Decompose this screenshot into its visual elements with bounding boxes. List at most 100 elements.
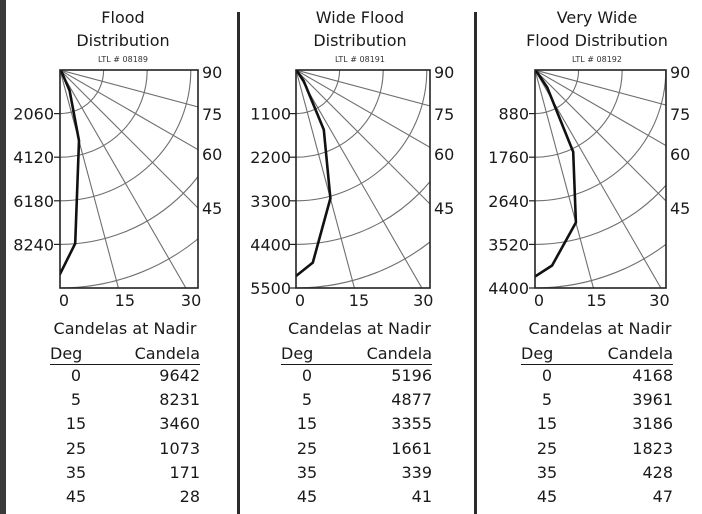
x-tick-label: 30 (181, 291, 201, 310)
y-tick-label: 6180 (13, 192, 54, 211)
y-tick-label: 2060 (13, 105, 54, 124)
table-row: 45 28 (50, 487, 200, 509)
cell-deg: 35 (65, 462, 87, 482)
y-tick-label: 2200 (250, 148, 291, 167)
table-row: 0 9642 (50, 366, 200, 388)
chart-title-line: Flood (101, 8, 145, 27)
y-tick-label: 4400 (488, 279, 529, 298)
header-candela: Candela (134, 344, 200, 363)
grid-angle-line (535, 70, 666, 106)
cell-deg: 15 (65, 414, 87, 434)
grid-angle-line (60, 70, 198, 209)
plot-frame (59, 69, 199, 289)
angle-tick-label: 60 (202, 145, 222, 164)
cell-candela: 28 (179, 487, 200, 506)
y-tick-label: 3300 (250, 192, 291, 211)
y-tick-label: 5500 (250, 279, 291, 298)
cell-deg: 45 (536, 487, 558, 506)
table-row: 0 5196 (281, 366, 432, 388)
cell-candela: 3460 (159, 414, 200, 434)
x-tick-label: 15 (115, 291, 135, 310)
chart-title-line: Wide Flood (315, 8, 405, 27)
angle-tick-label: 45 (434, 199, 454, 218)
table-row: 5 8231 (50, 390, 200, 412)
cell-candela: 428 (642, 462, 673, 482)
grid-angle-line (296, 70, 430, 205)
ltl-number: LTL # 08191 (335, 55, 385, 64)
angle-tick-label: 90 (670, 63, 690, 82)
cell-candela: 3355 (391, 414, 432, 434)
cell-deg: 25 (65, 438, 87, 458)
x-tick-label: 30 (413, 291, 433, 310)
chart-title-line: Very Wide (556, 8, 638, 27)
angle-tick-label: 75 (202, 105, 222, 124)
cell-deg: 0 (70, 366, 82, 385)
grid-angle-line (60, 70, 198, 151)
y-tick-label: 4120 (13, 148, 54, 167)
table-row: 15 3460 (50, 414, 200, 436)
ltl-number: LTL # 08192 (572, 55, 622, 64)
y-tick-label: 880 (498, 105, 529, 124)
grid-angle-line (296, 70, 355, 288)
panel-divider-1 (237, 12, 240, 514)
cell-deg: 0 (301, 366, 313, 385)
y-tick-label: 8240 (13, 235, 54, 254)
grid-angle-line (296, 70, 423, 288)
cell-candela: 1661 (391, 438, 432, 458)
cell-candela: 3961 (632, 390, 673, 410)
panel-divider-2 (474, 12, 477, 514)
table-row: 35 171 (50, 463, 200, 485)
table-row: 15 3186 (521, 414, 673, 436)
table-row: 35 428 (521, 463, 673, 485)
intensity-curve (296, 70, 332, 278)
angle-tick-label: 60 (434, 145, 454, 164)
x-tick-label: 30 (649, 291, 669, 310)
cell-candela: 339 (401, 462, 432, 482)
cell-deg: 0 (541, 366, 553, 385)
angle-tick-label: 60 (670, 145, 690, 164)
angle-tick-label: 90 (202, 63, 222, 82)
grid-angle-line (296, 70, 430, 149)
grid-angle-line (296, 70, 430, 107)
table-caption: Candelas at Nadir (528, 319, 672, 338)
table-row: 35 339 (281, 463, 432, 485)
grid-angle-line (535, 70, 594, 288)
cell-candela: 5196 (391, 366, 432, 385)
table-row: 15 3355 (281, 414, 432, 436)
angle-tick-label: 45 (670, 199, 690, 218)
header-candela: Candela (607, 344, 673, 363)
x-tick-label: 0 (59, 291, 69, 310)
table-row: 0 4168 (521, 366, 673, 388)
cell-deg: 25 (296, 438, 318, 458)
angle-tick-label: 45 (202, 199, 222, 218)
cell-deg: 15 (536, 414, 558, 434)
y-tick-label: 1760 (488, 148, 529, 167)
table-header: Deg Candela (281, 344, 432, 365)
table-row: 45 41 (281, 487, 432, 509)
table-header: Deg Candela (50, 344, 200, 365)
ltl-number: LTL # 08189 (98, 55, 148, 64)
cell-deg: 35 (536, 462, 558, 482)
header-deg: Deg (521, 344, 554, 363)
cell-deg: 15 (296, 414, 318, 434)
cell-deg: 5 (301, 390, 313, 410)
cell-candela: 41 (411, 487, 432, 506)
x-tick-label: 15 (586, 291, 606, 310)
chart-title-line: Distribution (76, 31, 170, 50)
cell-candela: 3186 (632, 414, 673, 434)
table-row: 5 4877 (281, 390, 432, 412)
angle-tick-label: 90 (434, 63, 454, 82)
table-row: 25 1073 (50, 439, 200, 461)
cell-deg: 5 (70, 390, 82, 410)
cell-candela: 47 (652, 487, 673, 506)
cell-deg: 35 (296, 462, 318, 482)
chart-title-line: Flood Distribution (526, 31, 668, 50)
cell-candela: 4877 (391, 390, 432, 410)
plot-frame (295, 69, 431, 289)
x-tick-label: 15 (349, 291, 369, 310)
header-candela: Candela (366, 344, 432, 363)
table-row: 25 1661 (281, 439, 432, 461)
grid-angle-line (60, 70, 187, 288)
